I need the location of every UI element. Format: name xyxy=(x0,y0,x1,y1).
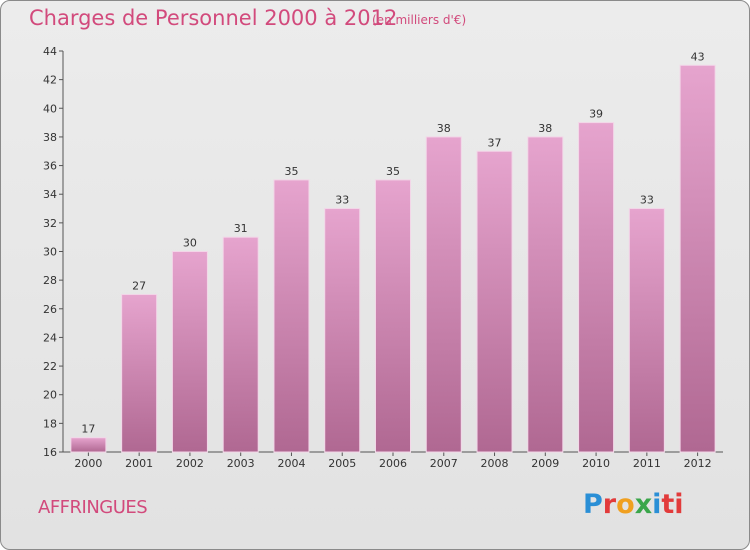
y-tick-label: 44 xyxy=(43,45,57,58)
y-tick-label: 20 xyxy=(43,389,57,402)
y-tick-label: 16 xyxy=(43,446,57,459)
chart-subtitle: (en milliers d'€) xyxy=(372,13,467,27)
x-tick-label-2003: 2003 xyxy=(227,457,255,470)
x-tick-label-2008: 2008 xyxy=(481,457,509,470)
x-tick-label-2005: 2005 xyxy=(328,457,356,470)
bar-2012 xyxy=(679,64,716,453)
x-tick-label-2012: 2012 xyxy=(684,457,712,470)
y-tick-label: 22 xyxy=(43,360,57,373)
x-tick-label-2000: 2000 xyxy=(74,457,102,470)
y-tick-label: 18 xyxy=(43,417,57,430)
x-tick-label-2007: 2007 xyxy=(430,457,458,470)
proxiti-logo: Proxiti xyxy=(583,489,684,520)
data-label-2001: 27 xyxy=(132,279,146,292)
x-tick-label-2011: 2011 xyxy=(633,457,661,470)
data-label-2012: 43 xyxy=(691,50,705,63)
bar-2002 xyxy=(171,251,208,453)
bar-2000 xyxy=(70,437,107,453)
data-label-2004: 35 xyxy=(284,165,298,178)
bar-2001 xyxy=(121,293,158,453)
data-label-2008: 37 xyxy=(488,136,502,149)
x-tick-label-2006: 2006 xyxy=(379,457,407,470)
bar-2009 xyxy=(527,136,564,453)
y-tick-label: 30 xyxy=(43,246,57,259)
y-tick-label: 28 xyxy=(43,274,57,287)
bar-2007 xyxy=(425,136,462,453)
bar-2006 xyxy=(375,179,411,453)
chart-title: Charges de Personnel 2000 à 2012 xyxy=(29,6,398,30)
y-tick-label: 32 xyxy=(43,217,57,230)
x-tick-label-2001: 2001 xyxy=(125,457,153,470)
bar-2010 xyxy=(578,122,615,453)
data-label-2009: 38 xyxy=(538,122,552,135)
data-label-2002: 30 xyxy=(183,237,197,250)
x-tick-label-2004: 2004 xyxy=(277,457,305,470)
bar-2003 xyxy=(222,236,259,453)
bar-2008 xyxy=(476,150,513,453)
bar-2004 xyxy=(273,179,310,453)
y-tick-label: 34 xyxy=(43,188,57,201)
commune-name: AFFRINGUES xyxy=(38,497,148,518)
data-label-2011: 33 xyxy=(640,194,654,207)
y-tick-label: 26 xyxy=(43,303,57,316)
y-tick-label: 38 xyxy=(43,131,57,144)
data-label-2006: 35 xyxy=(386,165,400,178)
x-tick-label-2010: 2010 xyxy=(582,457,610,470)
y-tick-label: 36 xyxy=(43,160,57,173)
y-tick-label: 42 xyxy=(43,74,57,87)
x-tick-label-2002: 2002 xyxy=(176,457,204,470)
data-label-2007: 38 xyxy=(437,122,451,135)
data-label-2000: 17 xyxy=(81,423,95,436)
x-tick-label-2009: 2009 xyxy=(531,457,559,470)
bar-2011 xyxy=(628,208,665,453)
data-label-2003: 31 xyxy=(234,222,248,235)
data-label-2005: 33 xyxy=(335,194,349,207)
data-label-2010: 39 xyxy=(589,108,603,121)
y-tick-label: 40 xyxy=(43,102,57,115)
y-tick-label: 24 xyxy=(43,331,57,344)
bar-2005 xyxy=(324,208,361,453)
